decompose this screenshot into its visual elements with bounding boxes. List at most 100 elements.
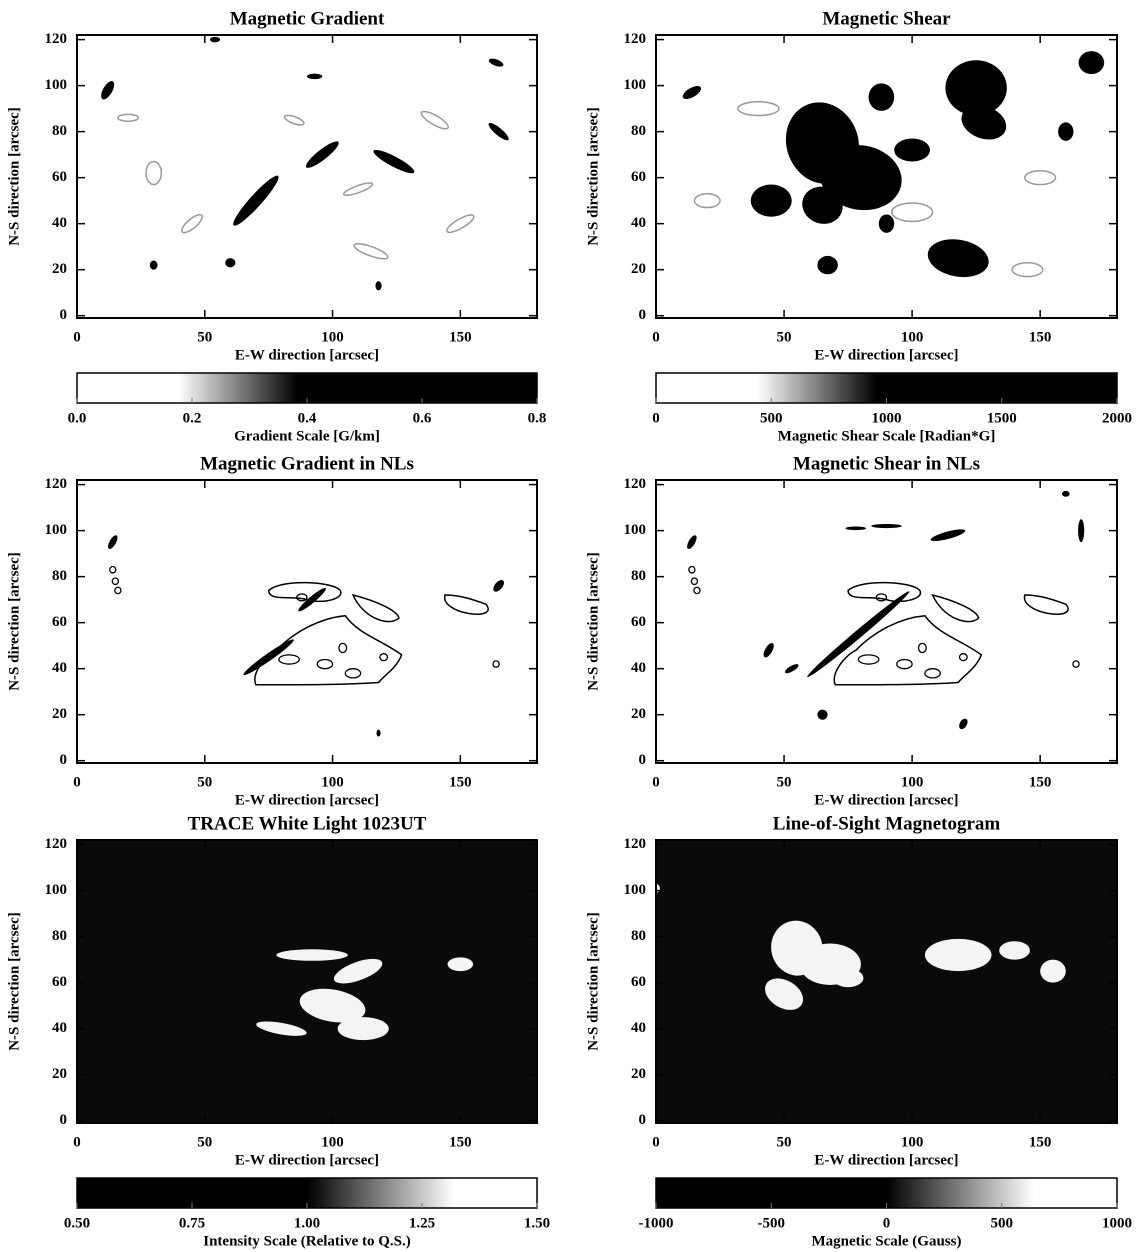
structure	[999, 941, 1030, 960]
colorbar-tick-label: 2000	[1102, 410, 1132, 426]
y-tick-label: 120	[624, 476, 647, 492]
colorbar-tick-label: 0.4	[298, 410, 317, 426]
structure	[298, 587, 326, 612]
x-tick-label: 150	[449, 1134, 472, 1150]
contour	[924, 668, 941, 679]
contour	[857, 654, 880, 665]
structure	[894, 138, 931, 162]
faint-structure	[353, 243, 389, 260]
y-tick-label: 60	[52, 974, 67, 990]
y-tick-label: 0	[60, 1112, 68, 1128]
y-tick-label: 120	[45, 31, 68, 47]
structure	[225, 258, 236, 268]
x-tick-label: 150	[1029, 1134, 1052, 1150]
faint-structure	[890, 202, 934, 223]
contour	[267, 581, 342, 603]
x-axis-label: E-W direction [arcsec]	[235, 792, 379, 808]
x-tick-label: 100	[901, 329, 924, 345]
contour	[688, 565, 696, 574]
colorbar-tick-label: 0.75	[179, 1215, 205, 1231]
structure	[687, 535, 697, 549]
structure	[108, 535, 118, 549]
contour	[693, 586, 701, 595]
panel: Magnetic Shear in NLs E-W direction [arcs…	[585, 453, 1118, 808]
colorbar-tick-label: 0.50	[64, 1215, 90, 1231]
faint-structure	[737, 100, 780, 117]
y-tick-label: 0	[60, 752, 68, 768]
colorbar-tick-label: 0.6	[413, 410, 432, 426]
structure	[101, 81, 115, 100]
contour	[109, 565, 117, 574]
contour	[931, 593, 980, 623]
panel: Magnetic Gradient in NLs E-W direction [a…	[6, 453, 538, 808]
y-tick-label: 40	[631, 1020, 646, 1036]
colorbar-tick-label: 1000	[1102, 1215, 1132, 1231]
structure	[233, 175, 279, 226]
x-tick-label: 0	[652, 329, 660, 345]
structure	[243, 639, 294, 676]
contour	[296, 593, 308, 602]
structure	[305, 141, 339, 168]
x-tick-label: 100	[321, 1134, 344, 1150]
plot-frame	[76, 34, 538, 319]
y-axis-label: N-S direction [arcsec]	[6, 552, 22, 691]
y-tick-label: 60	[631, 169, 646, 185]
y-tick-label: 100	[624, 77, 647, 93]
x-tick-label: 0	[73, 329, 81, 345]
y-tick-label: 20	[631, 261, 646, 277]
structure	[750, 184, 792, 217]
structure	[447, 957, 474, 972]
y-tick-label: 20	[52, 1066, 67, 1082]
image-content	[656, 883, 1066, 1010]
y-tick-label: 120	[624, 31, 647, 47]
structure	[209, 36, 221, 43]
panel-title: Magnetic Gradient	[230, 8, 385, 29]
plot-frame	[655, 479, 1118, 764]
structure	[1061, 490, 1070, 497]
y-tick-label: 100	[45, 77, 68, 93]
structure	[959, 718, 968, 730]
panel-title: Magnetic Gradient in NLs	[200, 453, 414, 474]
y-axis-label: N-S direction [arcsec]	[585, 552, 601, 691]
x-tick-label: 100	[321, 329, 344, 345]
y-tick-label: 80	[52, 928, 67, 944]
panel-title: Line-of-Sight Magnetogram	[773, 813, 1001, 834]
image-background	[656, 840, 1117, 1123]
contour	[443, 594, 489, 615]
x-tick-label: 0	[652, 774, 660, 790]
x-tick-label: 50	[197, 329, 212, 345]
structure	[488, 122, 509, 141]
y-tick-label: 120	[45, 476, 68, 492]
x-tick-label: 0	[73, 1134, 81, 1150]
plot-frame	[76, 479, 538, 764]
image-content	[687, 490, 1085, 730]
y-tick-label: 120	[624, 836, 647, 852]
colorbar-tick-label: 1000	[872, 410, 902, 426]
y-tick-label: 100	[624, 882, 647, 898]
faint-structure	[283, 114, 305, 126]
x-tick-label: 150	[1029, 329, 1052, 345]
structure	[1040, 959, 1066, 983]
x-tick-label: 100	[321, 774, 344, 790]
image-content	[256, 949, 474, 1041]
colorbar-tick-label: 1.00	[294, 1215, 320, 1231]
y-tick-label: 80	[631, 123, 646, 139]
structure	[307, 73, 323, 80]
colorbar-tick-label: 0.0	[68, 410, 87, 426]
structure	[256, 1021, 307, 1036]
x-axis-label: E-W direction [arcsec]	[814, 792, 958, 808]
contour	[254, 614, 403, 686]
x-tick-label: 50	[197, 1134, 212, 1150]
y-tick-label: 80	[631, 928, 646, 944]
plot-frame	[76, 839, 538, 1124]
colorbar-tick-label: -500	[758, 1215, 786, 1231]
faint-structure	[420, 110, 450, 130]
structure	[376, 729, 381, 737]
structure	[682, 86, 702, 100]
colorbar-tick-label: 500	[760, 410, 783, 426]
panel-title: Magnetic Shear in NLs	[793, 453, 980, 474]
y-tick-label: 60	[631, 974, 646, 990]
y-tick-label: 40	[52, 215, 67, 231]
faint-structure	[181, 213, 203, 234]
contour	[917, 642, 927, 654]
